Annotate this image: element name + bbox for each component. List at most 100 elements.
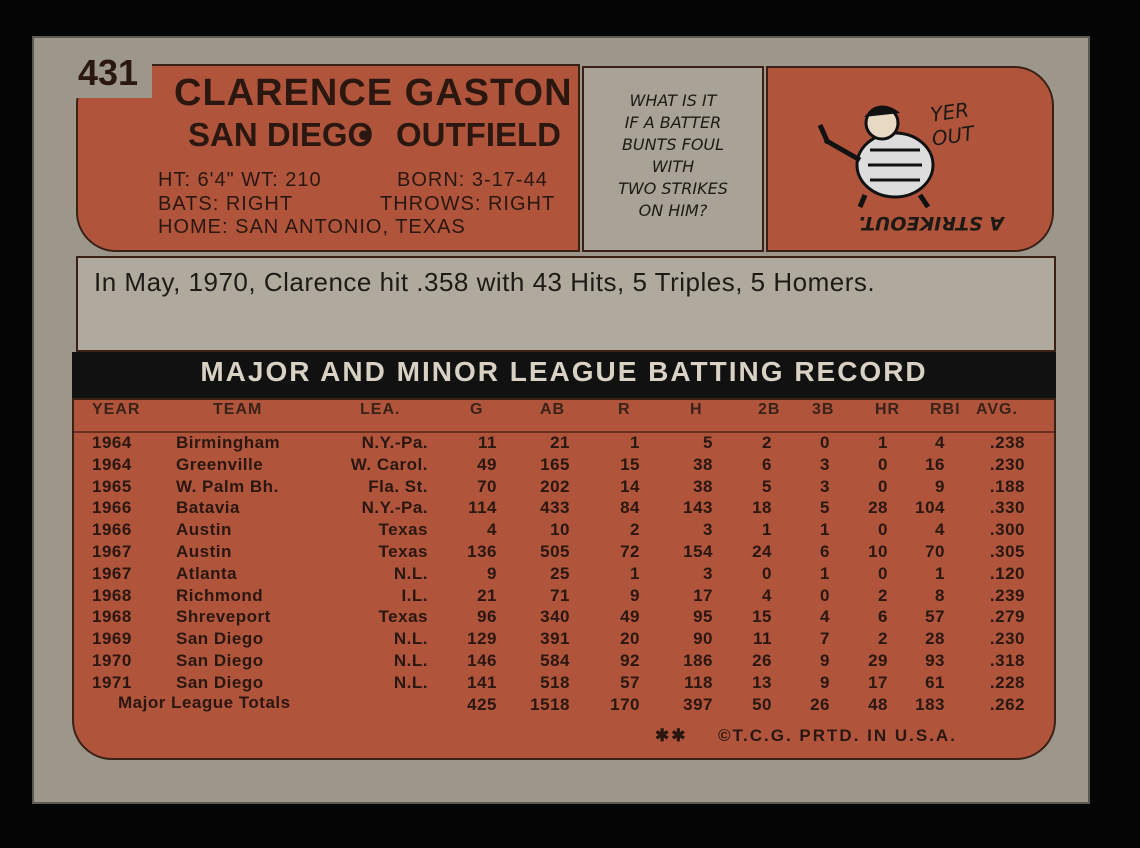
table-cell: 518 (540, 672, 570, 692)
table-cell: N.L. (393, 651, 428, 670)
table-cell: 2 (878, 585, 888, 605)
table-cell: 38 (693, 454, 713, 474)
table-cell: 433 (540, 498, 570, 518)
table-cell: 57 (925, 607, 945, 627)
table-cell: Texas (378, 520, 428, 540)
table-cell: 24 (752, 542, 772, 561)
table-cell: Atlanta (176, 563, 238, 583)
table-cell: 340 (540, 607, 570, 627)
totals-cell: 48 (868, 694, 888, 714)
table-cell: 70 (925, 542, 945, 561)
table-cell: 6 (820, 542, 830, 561)
table-cell: 4 (820, 607, 830, 627)
question-line: ON HIM? (638, 201, 708, 220)
table-cell: 3 (820, 454, 830, 474)
header-rule (74, 431, 1054, 433)
table-cell: San Diego (176, 672, 264, 692)
column-header: R (618, 401, 631, 418)
column-header: H (690, 401, 703, 418)
table-cell: 129 (467, 629, 497, 649)
table-cell: 72 (620, 542, 640, 561)
table-cell: 93 (925, 651, 945, 670)
table-cell: N.L. (393, 563, 428, 583)
column-header: TEAM (213, 401, 263, 418)
totals-cell: 1518 (530, 694, 570, 714)
table-cell: 49 (477, 454, 497, 474)
table-cell: .279 (989, 607, 1025, 627)
table-cell: 28 (925, 629, 945, 649)
table-cell: 71 (550, 585, 570, 605)
table-cell: Shreveport (176, 607, 271, 627)
table-cell: Austin (176, 520, 232, 540)
totals-cell: 425 (467, 694, 497, 714)
table-cell: I.L. (401, 585, 428, 605)
table-cell: 165 (540, 454, 570, 474)
table-cell: 104 (915, 498, 945, 518)
table-cell: 1 (820, 563, 830, 583)
table-cell: 0 (878, 520, 888, 540)
table-cell: N.L. (393, 629, 428, 649)
table-cell: 6 (762, 454, 772, 474)
table-cell: .188 (989, 476, 1025, 496)
bio: HT: 6'4" WT: 210 (158, 169, 322, 191)
table-cell: 17 (693, 585, 713, 605)
totals-cell: 397 (683, 694, 713, 714)
table-cell: 0 (820, 433, 830, 452)
table-cell: 584 (540, 651, 570, 670)
table-cell: 10 (868, 542, 888, 561)
table-cell: San Diego (176, 651, 264, 670)
table-cell: 4 (762, 585, 772, 605)
table-cell: .238 (989, 433, 1025, 452)
cartoon-answer: A STRIKEOUT. (858, 212, 1004, 234)
table-cell: 1966 (92, 498, 132, 518)
table-cell: 20 (620, 629, 640, 649)
question-box (582, 66, 764, 252)
table-cell: Batavia (176, 498, 240, 518)
totals-cell: .262 (989, 694, 1025, 714)
table-cell: 505 (540, 542, 570, 561)
table-cell: .330 (989, 498, 1025, 518)
totals-cell: 50 (752, 694, 772, 714)
totals-label: Major League Totals (118, 692, 291, 712)
column-header: AVG. (976, 401, 1018, 418)
bio: HOME: SAN ANTONIO, TEXAS (158, 216, 466, 238)
table-cell: W. Palm Bh. (176, 476, 279, 496)
table-cell: 186 (683, 651, 713, 670)
question-line: IF A BATTER (624, 113, 722, 132)
table-cell: 49 (620, 607, 640, 627)
blurb-box (76, 256, 1056, 352)
table-cell: 5 (820, 498, 830, 518)
table-cell: 1971 (92, 672, 132, 692)
table-cell: 2 (878, 629, 888, 649)
table-cell: Texas (378, 542, 428, 561)
column-header: LEA. (360, 401, 401, 418)
table-cell: 8 (935, 585, 945, 605)
table-cell: N.L. (393, 672, 428, 692)
umpire-drawing (817, 105, 935, 209)
table-cell: 15 (620, 454, 640, 474)
number-box (70, 40, 152, 98)
table-cell: 1964 (92, 454, 132, 474)
table-cell: .305 (989, 542, 1025, 561)
table-cell: 28 (868, 498, 888, 518)
table-cell: 70 (477, 476, 497, 496)
table-cell: 146 (467, 651, 497, 670)
table-cell: 2 (762, 433, 772, 452)
table-cell: 1970 (92, 651, 132, 670)
table-cell: 0 (878, 454, 888, 474)
table-cell: 118 (684, 672, 713, 692)
table-cell: .318 (989, 651, 1025, 670)
table-panel (72, 398, 1056, 760)
table-cell: 6 (878, 607, 888, 627)
player-name: CLARENCE GASTON (174, 72, 573, 114)
table-cell: 3 (703, 563, 713, 583)
table-cell: 1967 (92, 542, 132, 561)
question-line: WITH (651, 157, 695, 176)
table-cell: 1 (935, 563, 945, 583)
table-cell: 1968 (92, 585, 132, 605)
table-cell: Greenville (176, 454, 264, 474)
table-cell: 9 (820, 672, 830, 692)
table-cell: 38 (693, 476, 713, 496)
table-cell: 136 (467, 542, 497, 561)
